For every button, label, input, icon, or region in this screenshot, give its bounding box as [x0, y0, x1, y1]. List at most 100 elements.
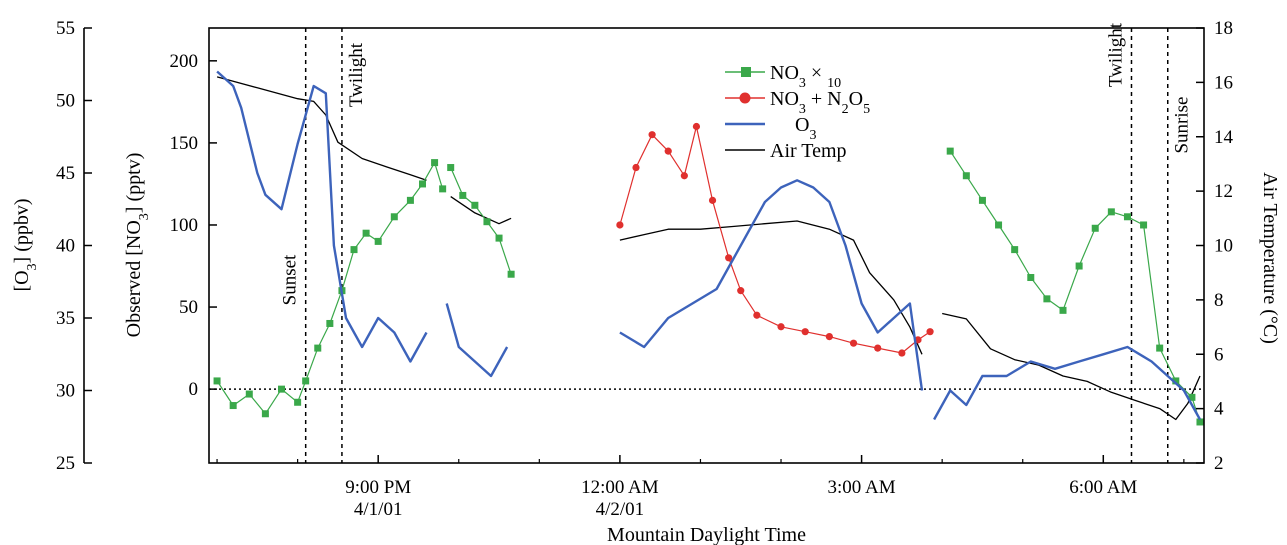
temp-axis-title: Air Temperature (°C)	[1259, 172, 1281, 344]
series-line	[216, 76, 427, 181]
data-point	[962, 172, 970, 180]
legend-label: NO3 × 10	[770, 62, 841, 91]
data-point	[326, 319, 334, 327]
data-point	[978, 196, 986, 204]
data-point	[390, 213, 398, 221]
data-point	[1172, 377, 1180, 385]
temp-tick-label: 18	[1214, 18, 1233, 39]
data-point	[708, 196, 717, 204]
series-line	[942, 312, 1201, 421]
data-point	[926, 328, 934, 336]
data-point	[294, 398, 302, 406]
data-point	[616, 221, 624, 229]
no3-tick-label: 100	[170, 215, 199, 236]
data-point	[1123, 213, 1131, 221]
temp-tick-label: 2	[1214, 453, 1224, 474]
series-line	[450, 196, 512, 225]
legend-label: O3	[795, 114, 816, 143]
data-point	[1156, 344, 1164, 352]
temp-tick-label: 16	[1214, 72, 1233, 93]
data-point	[459, 191, 467, 199]
no3-tick-label: 150	[170, 133, 199, 154]
data-point	[1059, 306, 1067, 314]
data-point	[1043, 295, 1051, 303]
temp-tick-label: 8	[1214, 290, 1224, 311]
data-point	[995, 221, 1003, 229]
data-point	[374, 237, 382, 245]
data-point	[507, 270, 515, 278]
legend-marker	[739, 92, 751, 104]
series-no3x10	[213, 147, 1204, 426]
data-point	[447, 164, 455, 172]
no3-tick-label: 50	[179, 297, 198, 318]
o3-tick-label: 25	[56, 453, 75, 474]
temp-tick-label: 4	[1214, 399, 1224, 420]
x-tick-date: 4/1/01	[354, 499, 403, 520]
data-point	[946, 147, 954, 155]
data-point	[1075, 262, 1083, 270]
o3-tick-label: 35	[56, 308, 75, 329]
data-point	[1188, 393, 1196, 401]
legend-entry-no3n2o5: NO3 + N2O5	[725, 88, 870, 117]
temp-tick-label: 14	[1214, 127, 1234, 148]
data-point	[680, 172, 688, 180]
data-point	[213, 377, 221, 385]
legend-entry-o3: O3	[725, 114, 816, 143]
series-line	[450, 167, 512, 275]
series-line	[619, 179, 924, 391]
o3-tick-label: 55	[56, 18, 75, 39]
vline-label: Twilight	[1105, 22, 1126, 87]
x-axis-title: Mountain Daylight Time	[607, 524, 806, 545]
data-point	[753, 311, 761, 319]
o3-axis-title: [O3] (ppbv)	[11, 198, 40, 291]
legend-label: Air Temp	[770, 140, 847, 162]
series-no3n2o5	[616, 122, 934, 357]
legend-label: NO3 + N2O5	[770, 88, 870, 117]
data-point	[483, 218, 491, 226]
data-point	[314, 344, 322, 352]
no3-axis-title: Observed [NO3] (pptv)	[123, 153, 152, 338]
data-point	[362, 229, 370, 237]
data-point	[245, 390, 253, 398]
o3-tick-label: 30	[56, 381, 75, 402]
data-point	[1011, 246, 1019, 254]
data-point	[1027, 274, 1035, 282]
data-point	[278, 385, 286, 393]
data-point	[725, 254, 733, 262]
data-point	[632, 163, 640, 172]
temp-tick-label: 6	[1214, 344, 1224, 365]
data-point	[898, 349, 906, 357]
data-point	[302, 377, 310, 385]
data-point	[664, 147, 672, 155]
series-line	[949, 150, 1201, 423]
vline-label: Sunrise	[1172, 97, 1193, 154]
series-line	[933, 345, 1202, 421]
x-tick-label: 6:00 AM	[1069, 477, 1137, 498]
data-point	[1107, 208, 1115, 216]
data-point	[431, 159, 439, 167]
x-tick-label: 9:00 PM	[345, 477, 411, 498]
data-point	[495, 234, 503, 242]
legend-entry-no3x10: NO3 × 10	[725, 62, 841, 91]
data-point	[419, 180, 427, 188]
data-point	[874, 344, 882, 352]
no3-tick-label: 0	[189, 379, 199, 400]
data-point	[1091, 224, 1099, 232]
data-point	[849, 339, 858, 347]
series-line	[619, 125, 931, 354]
data-point	[471, 201, 479, 209]
data-point	[825, 333, 833, 341]
data-point	[350, 246, 358, 254]
data-point	[439, 185, 447, 193]
data-point	[648, 131, 656, 139]
data-point	[692, 122, 701, 131]
data-point	[1196, 418, 1204, 426]
series-line	[619, 220, 923, 355]
data-point	[229, 402, 237, 410]
x-tick-label: 12:00 AM	[581, 477, 659, 498]
series-line	[445, 303, 509, 378]
legend-marker	[741, 67, 751, 77]
x-tick-label: 3:00 AM	[828, 477, 896, 498]
data-point	[737, 287, 745, 295]
o3-tick-label: 40	[56, 236, 75, 257]
